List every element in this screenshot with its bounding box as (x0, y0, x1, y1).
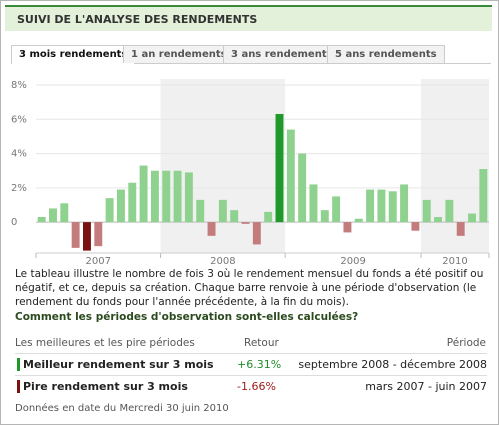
bar (184, 172, 193, 223)
bar (354, 218, 363, 223)
y-tick-label: 6% (11, 114, 27, 125)
bar (37, 217, 46, 223)
bar (150, 170, 159, 223)
bar (445, 199, 454, 223)
bar (275, 113, 284, 223)
tab[interactable]: 3 ans rendements (223, 45, 341, 63)
bar (49, 208, 57, 223)
x-tick-label: 2009 (340, 256, 365, 267)
x-tick-label: 2008 (210, 256, 235, 267)
bar (116, 189, 125, 223)
bar (139, 165, 148, 223)
y-tick-label: 8% (11, 80, 27, 91)
row-period: septembre 2008 - décembre 2008 (298, 358, 487, 371)
bar (196, 199, 205, 223)
row-period: mars 2007 - juin 2007 (365, 380, 487, 393)
row-return: -1.66% (237, 380, 276, 393)
header-title: SUIVI DE L'ANALYSE DES RENDEMENTS (17, 13, 258, 26)
bar (320, 210, 329, 223)
bar (218, 199, 227, 223)
band (421, 79, 489, 253)
band (160, 79, 286, 253)
table-row: Pire rendement sur 3 mois -1.66% mars 20… (15, 375, 487, 396)
bar (105, 198, 114, 223)
bar (94, 222, 103, 247)
bar (388, 191, 397, 223)
bar (366, 189, 375, 223)
bar (479, 169, 488, 223)
bar (264, 211, 273, 223)
table-header: Les meilleures et les pire périodes (15, 337, 195, 349)
description: Le tableau illustre le nombre de fois 3 … (15, 268, 484, 308)
y-tick-label: 2% (11, 183, 27, 194)
bar (162, 170, 171, 223)
bar (411, 222, 420, 231)
bar (298, 153, 307, 223)
table-header: Retour (244, 337, 279, 349)
bar (60, 203, 69, 223)
bar (343, 222, 352, 233)
bar (252, 222, 261, 245)
chart: 0 2% 4% 6% 8% 2007 2008 2009 2010 (11, 79, 490, 267)
bar (468, 213, 476, 223)
header: SUIVI DE L'ANALYSE DES RENDEMENTS (5, 5, 492, 31)
tab[interactable]: 5 ans rendements (327, 45, 445, 63)
bar (207, 222, 216, 236)
bar (82, 222, 91, 251)
tabs: 3 mois rendements 1 an rendements 3 ans … (11, 45, 491, 64)
x-tick-label: 2010 (442, 256, 467, 267)
help-link[interactable]: Comment les périodes d'observation sont-… (15, 311, 359, 323)
tab[interactable]: 1 an rendements (123, 45, 235, 63)
row-label: Meilleur rendement sur 3 mois (23, 358, 214, 371)
table-header: Période (446, 337, 486, 349)
bar (456, 222, 465, 236)
bar (422, 199, 431, 223)
bar (434, 217, 443, 223)
bar (400, 184, 409, 223)
bar (286, 129, 295, 223)
footer: Données en date du Mercredi 30 juin 2010 (15, 403, 229, 414)
bar (230, 210, 239, 223)
bar (377, 189, 386, 223)
bar (128, 182, 137, 223)
y-tick-label: 4% (11, 149, 27, 160)
bar (241, 222, 250, 224)
bar (332, 196, 341, 223)
y-tick-label: 0 (11, 217, 17, 228)
tab[interactable]: 3 mois rendements (11, 45, 136, 64)
x-tick-label: 2007 (86, 256, 111, 267)
row-label: Pire rendement sur 3 mois (23, 380, 188, 393)
bar (71, 222, 80, 248)
row-return: +6.31% (237, 358, 282, 371)
table-row: Meilleur rendement sur 3 mois +6.31% sep… (15, 353, 487, 374)
bar (309, 184, 318, 223)
bar (173, 170, 182, 223)
